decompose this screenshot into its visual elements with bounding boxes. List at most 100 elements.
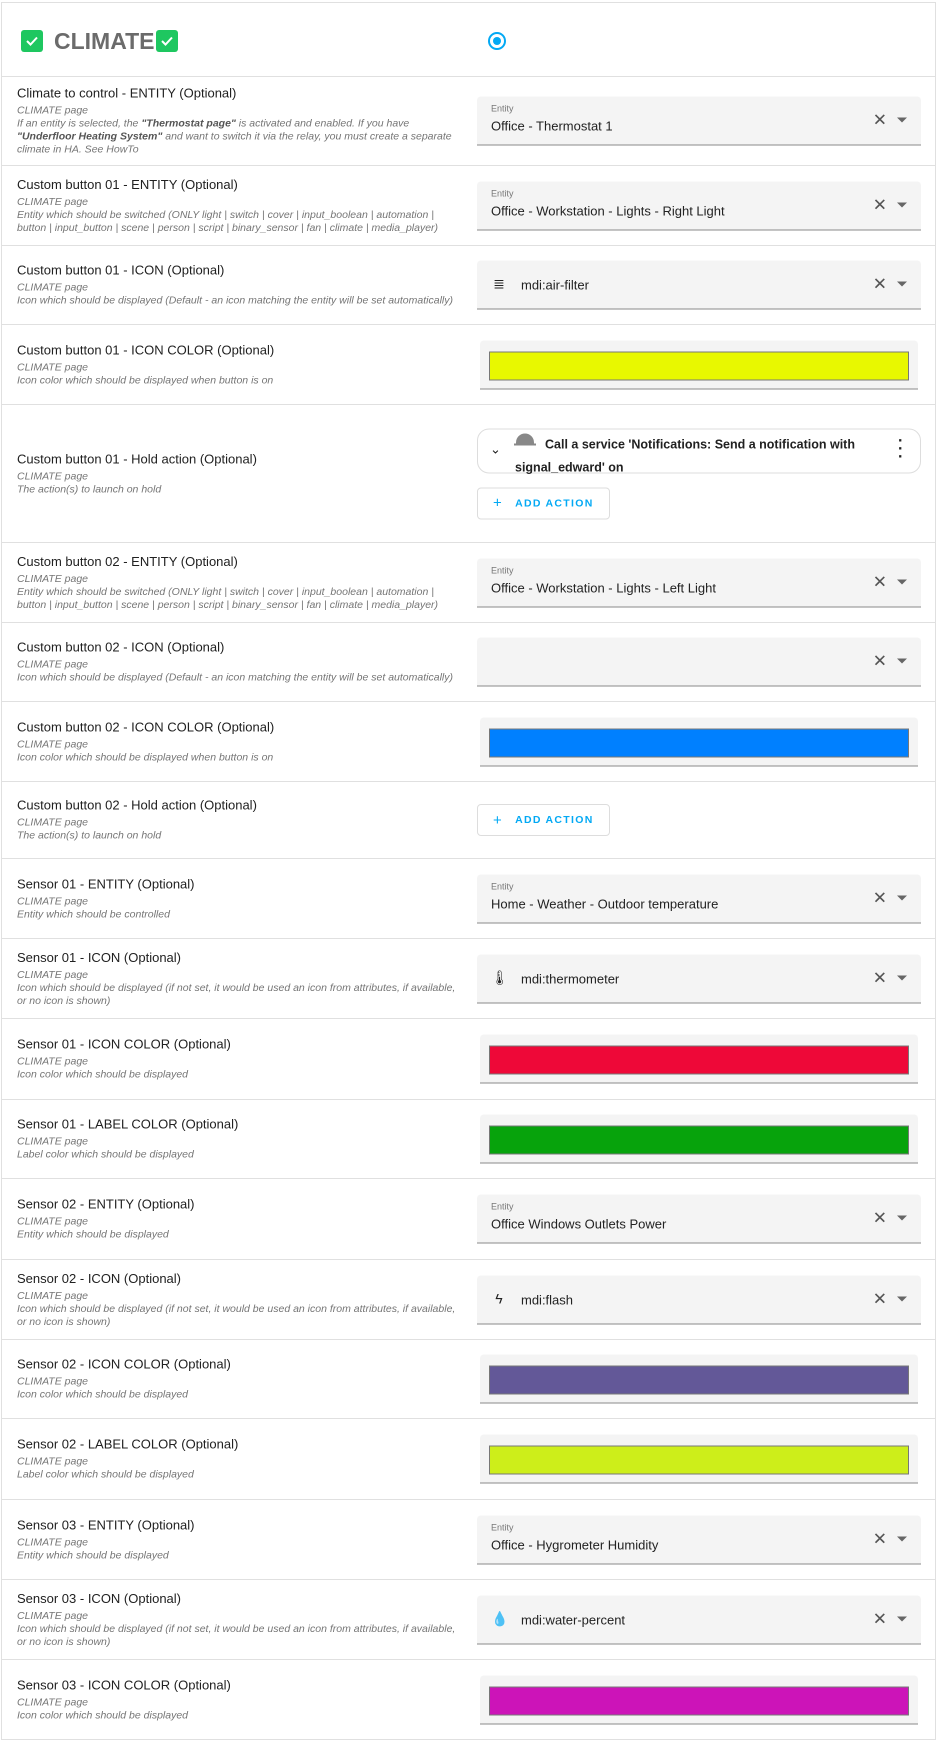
entity-value[interactable]: Office - Hygrometer Humidity xyxy=(491,1537,659,1552)
color-swatch[interactable] xyxy=(489,1045,909,1075)
row-description: CLIMATE page Icon color which should be d… xyxy=(17,361,462,387)
row-description: CLIMATE page Icon color which should be d… xyxy=(17,1696,462,1722)
icon-value[interactable]: mdi:flash xyxy=(521,1292,574,1307)
dropdown-arrow-icon[interactable] xyxy=(897,1616,907,1621)
add-action-button[interactable]: + ADD ACTION xyxy=(477,487,610,519)
entity-value[interactable]: Office - Workstation - Lights - Right Li… xyxy=(491,203,725,218)
entity-picker[interactable]: Entity Office - Workstation - Lights - Ri… xyxy=(477,181,921,230)
help-text: Icon color which should be displayed xyxy=(17,1388,189,1401)
row-page: CLIMATE page xyxy=(17,895,89,907)
clear-icon[interactable]: ✕ xyxy=(872,572,887,591)
row-description-block: Custom button 01 - Hold action (Optional… xyxy=(17,451,462,496)
color-swatch[interactable] xyxy=(489,728,909,757)
row-control xyxy=(477,1434,921,1484)
row-page: CLIMATE page xyxy=(17,1135,89,1148)
icon-picker[interactable]: ✕ xyxy=(477,637,921,687)
color-picker[interactable] xyxy=(480,1434,918,1484)
entity-value[interactable]: Home - Weather - Outdoor temperature xyxy=(491,896,719,911)
color-swatch[interactable] xyxy=(489,1686,909,1715)
row-label: Custom button 02 - Hold action (Optional… xyxy=(17,797,257,813)
color-picker[interactable] xyxy=(480,1675,918,1724)
add-action-label: ADD ACTION xyxy=(515,814,594,826)
add-action-button[interactable]: + ADD ACTION xyxy=(477,804,610,836)
dropdown-arrow-icon[interactable] xyxy=(897,1215,907,1221)
more-options-icon[interactable]: · · · xyxy=(898,432,904,465)
color-picker[interactable] xyxy=(480,1354,918,1404)
dropdown-arrow-icon[interactable] xyxy=(897,658,907,664)
entity-picker[interactable]: Entity Office - Hygrometer Humidity ✕ xyxy=(477,1515,921,1564)
icon-picker[interactable]: 💧 mdi:water-percent ✕ xyxy=(477,1595,921,1644)
clear-icon[interactable]: ✕ xyxy=(872,1529,887,1548)
row-description-block: Sensor 02 - ICON (Optional) CLIMATE page I… xyxy=(17,1271,462,1329)
settings-row: Sensor 02 - ICON COLOR (Optional) CLIMATE… xyxy=(2,1340,935,1419)
icon-picker[interactable]: ϟ mdi:flash ✕ xyxy=(477,1275,921,1324)
clear-icon[interactable]: ✕ xyxy=(872,651,887,671)
entity-picker[interactable]: Entity Office - Workstation - Lights - Le… xyxy=(477,558,921,607)
chevron-down-icon[interactable]: ⌄ xyxy=(490,441,501,456)
row-help-text: Label color which should be displayed xyxy=(17,1469,462,1482)
clear-icon[interactable]: ✕ xyxy=(872,1208,887,1228)
icon-value[interactable]: mdi:water-percent xyxy=(521,1612,626,1627)
row-help-text: Icon which should be displayed (if not s… xyxy=(17,1303,462,1329)
row-label: Sensor 01 - LABEL COLOR (Optional) xyxy=(17,1116,239,1132)
dropdown-arrow-icon[interactable] xyxy=(897,117,907,123)
row-page: CLIMATE page xyxy=(17,1375,89,1388)
entity-value[interactable]: Office - Workstation - Lights - Left Lig… xyxy=(491,580,716,595)
icon-value[interactable]: mdi:thermometer xyxy=(521,971,620,986)
dropdown-arrow-icon[interactable] xyxy=(897,895,907,900)
color-swatch[interactable] xyxy=(489,1445,909,1475)
color-picker[interactable] xyxy=(480,1114,918,1164)
clear-icon[interactable]: ✕ xyxy=(872,110,887,130)
row-page: CLIMATE page xyxy=(17,816,89,829)
icon-picker[interactable]: ≣ mdi:air-filter ✕ xyxy=(477,260,921,310)
row-label: Sensor 03 - ICON (Optional) xyxy=(17,1590,182,1606)
dropdown-arrow-icon[interactable] xyxy=(897,281,907,287)
air-filter-icon: ≣ xyxy=(493,275,505,292)
dropdown-arrow-icon[interactable] xyxy=(897,1536,907,1541)
color-swatch[interactable] xyxy=(489,1125,909,1155)
clear-icon[interactable]: ✕ xyxy=(872,1289,887,1308)
dropdown-arrow-icon[interactable] xyxy=(897,1296,907,1301)
row-description-block: Sensor 02 - LABEL COLOR (Optional) CLIMAT… xyxy=(17,1437,462,1482)
entity-picker[interactable]: Entity Home - Weather - Outdoor temperatu… xyxy=(477,874,921,923)
dropdown-arrow-icon[interactable] xyxy=(897,975,907,980)
color-picker[interactable] xyxy=(480,717,918,766)
action-item[interactable]: ⌄ Call a service 'Notifications: Send a n… xyxy=(477,428,921,474)
help-text: Icon which should be displayed (if not s… xyxy=(17,1302,456,1328)
row-control: 💧 mdi:water-percent ✕ xyxy=(477,1595,921,1644)
row-control: Entity Office Windows Outlets Power ✕ xyxy=(477,1194,921,1244)
row-control xyxy=(477,1114,921,1164)
row-description: CLIMATE page The action(s) to launch on h… xyxy=(17,817,462,843)
help-text-emphasis: "Thermostat page" xyxy=(141,117,236,130)
row-page: CLIMATE page xyxy=(17,361,89,373)
color-picker[interactable] xyxy=(480,1034,918,1084)
row-help-text: Icon which should be displayed (if not s… xyxy=(17,982,462,1008)
help-text: Icon color which should be displayed whe… xyxy=(17,374,274,386)
dropdown-arrow-icon[interactable] xyxy=(897,579,907,584)
row-help-text: The action(s) to launch on hold xyxy=(17,483,462,496)
entity-picker[interactable]: Entity Office - Thermostat 1 ✕ xyxy=(477,96,921,146)
section-radio-button[interactable] xyxy=(488,32,506,50)
color-picker[interactable] xyxy=(480,340,918,389)
entity-picker[interactable]: Entity Office Windows Outlets Power ✕ xyxy=(477,1194,921,1244)
clear-icon[interactable]: ✕ xyxy=(872,888,887,907)
help-text: Icon which should be displayed (Default … xyxy=(17,294,453,307)
clear-icon[interactable]: ✕ xyxy=(872,195,887,214)
dropdown-arrow-icon[interactable] xyxy=(897,202,907,207)
settings-row: Sensor 01 - ICON (Optional) CLIMATE page I… xyxy=(2,939,935,1019)
entity-value[interactable]: Office - Thermostat 1 xyxy=(491,118,613,134)
entity-value[interactable]: Office Windows Outlets Power xyxy=(491,1216,667,1232)
icon-value[interactable]: mdi:air-filter xyxy=(521,277,589,293)
color-swatch[interactable] xyxy=(489,351,909,380)
row-description-block: Custom button 01 - ICON (Optional) CLIMAT… xyxy=(17,263,462,308)
clear-icon[interactable]: ✕ xyxy=(872,1609,887,1628)
row-page: CLIMATE page xyxy=(17,104,89,117)
help-text: If an entity is selected, the xyxy=(17,117,142,130)
icon-picker[interactable]: 🌡 mdi:thermometer ✕ xyxy=(477,954,921,1003)
row-description: CLIMATE page Entity which should be switc… xyxy=(17,196,462,235)
clear-icon[interactable]: ✕ xyxy=(872,968,887,987)
water-percent-icon: 💧 xyxy=(491,1610,509,1626)
check-icon xyxy=(156,30,178,52)
color-swatch[interactable] xyxy=(489,1365,909,1395)
clear-icon[interactable]: ✕ xyxy=(872,274,887,294)
